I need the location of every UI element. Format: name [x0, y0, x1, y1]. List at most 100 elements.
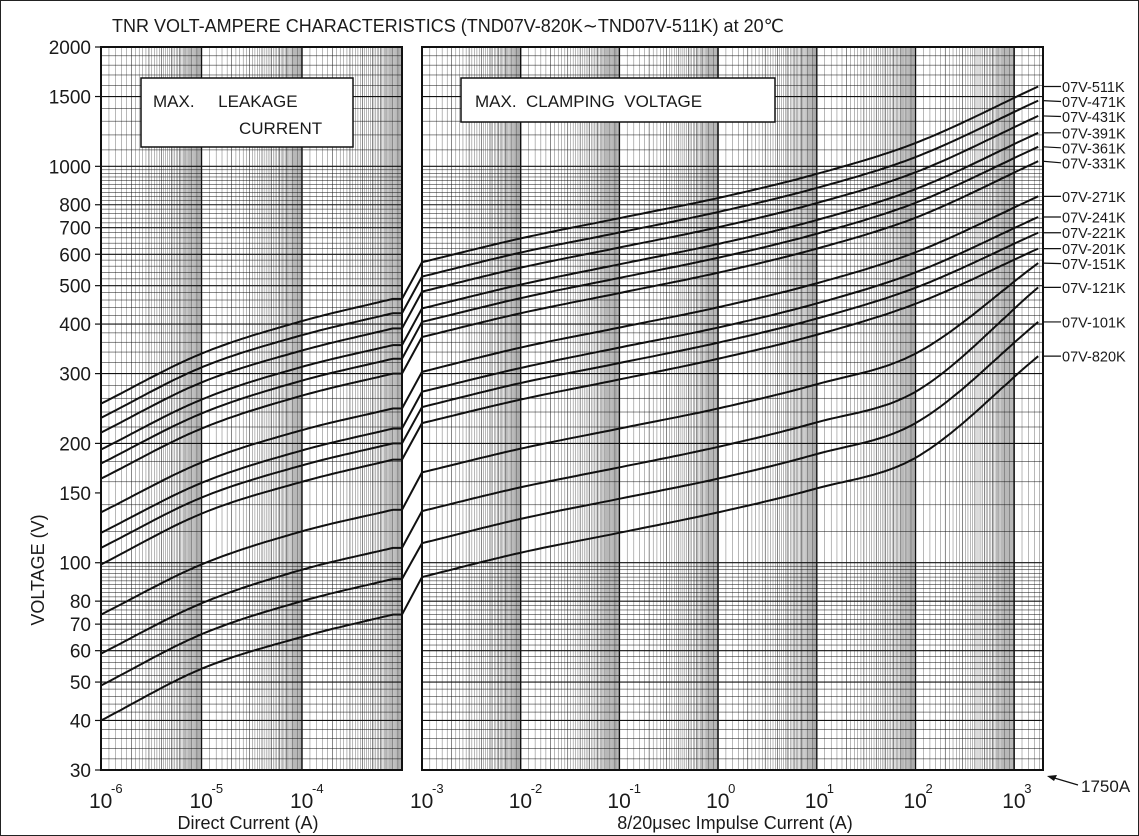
x-tick-exponent: -2: [531, 781, 543, 796]
series-label: 07V-121K: [1062, 281, 1126, 297]
series-label: 07V-241K: [1062, 211, 1126, 227]
impulse-curve: [421, 131, 1039, 310]
chart-title: TNR VOLT-AMPERE CHARACTERISTICS (TND07V-…: [112, 16, 784, 36]
x-tick-base: 10: [706, 790, 729, 813]
series-07V-151K: [100, 262, 1039, 616]
x-tick-exponent: 3: [1024, 781, 1031, 796]
y-tick-label: 500: [59, 277, 91, 298]
series-leader-line: [1042, 262, 1062, 265]
impulse-x-tick-label: 10-2: [509, 781, 543, 813]
x-tick-base: 10: [805, 790, 828, 813]
y-tick-label: 700: [59, 219, 91, 240]
x-tick-base: 10: [607, 790, 630, 813]
impulse-curve: [421, 85, 1039, 264]
dc-x-axis-title: Direct Current (A): [177, 813, 318, 833]
series-07V-471K: [100, 99, 1039, 419]
dc-curve: [100, 613, 394, 722]
series-07V-121K: [100, 286, 1039, 655]
leakage-annotation-box: [140, 77, 354, 148]
impulse-curve: [421, 321, 1039, 545]
impulse-curve: [421, 145, 1039, 323]
panel-bridge-line: [401, 336, 423, 375]
impulse-x-tick-label: 103: [1002, 781, 1031, 813]
dc-curve: [100, 357, 394, 465]
series-07V-271K: [100, 195, 1039, 514]
series-label: 07V-331K: [1062, 156, 1126, 172]
impulse-curve: [421, 262, 1039, 474]
series-07V-221K: [100, 231, 1039, 549]
dc-curve: [100, 372, 394, 480]
x-tick-base: 10: [410, 790, 433, 813]
max-current-marker: 1750A: [1047, 775, 1131, 796]
panel-bridge-line: [401, 321, 423, 360]
panel-bridge-line: [401, 510, 423, 549]
impulse-x-tick-label: 10-3: [410, 781, 444, 813]
impulse-panel-frame: [421, 46, 1044, 771]
dc-curve: [100, 578, 394, 687]
dc-x-tick-label: 10-5: [190, 781, 224, 813]
impulse-curve: [421, 286, 1039, 513]
series-leader-line: [1042, 160, 1062, 164]
grid: [100, 46, 1043, 771]
clamping-annotation-text: MAX. CLAMPING VOLTAGE: [475, 92, 702, 111]
leakage-annotation-line-2: CURRENT: [239, 119, 322, 138]
y-tick-label: 400: [59, 315, 91, 336]
clamping-annotation-box: [460, 77, 776, 123]
impulse-x-tick-label: 101: [805, 781, 834, 813]
dc-curve: [100, 407, 394, 514]
x-tick-exponent: -4: [312, 781, 324, 796]
impulse-curve: [421, 160, 1039, 338]
impulse-curve: [421, 247, 1039, 425]
impulse-curve: [421, 216, 1039, 393]
x-tick-exponent: -1: [629, 781, 641, 796]
panel-bridge-line: [401, 542, 423, 580]
x-tick-exponent: 2: [926, 781, 933, 796]
series-labels: 07V-511K07V-471K07V-431K07V-391K07V-361K…: [1042, 80, 1126, 366]
panel-bridge-line: [401, 291, 423, 329]
x-tick-base: 10: [290, 790, 313, 813]
impulse-curve: [421, 99, 1039, 278]
clamping-annotation: MAX. CLAMPING VOLTAGE: [460, 77, 776, 123]
panel-bridge-line: [401, 261, 423, 300]
y-tick-label: 300: [59, 365, 91, 386]
max-current-label: 1750A: [1081, 777, 1131, 796]
series-label: 07V-221K: [1062, 226, 1126, 242]
panel-bridge-line: [401, 406, 423, 444]
dc-x-tick-label: 10-6: [89, 781, 123, 813]
series-leader-line: [1042, 146, 1062, 149]
y-tick-label: 100: [59, 554, 91, 575]
series-07V-361K: [100, 145, 1039, 465]
series-label: 07V-511K: [1062, 80, 1125, 96]
y-tick-label: 80: [70, 592, 91, 613]
curves: [100, 85, 1039, 722]
y-tick-label: 50: [70, 673, 91, 694]
series-07V-201K: [100, 247, 1039, 566]
series-label: 07V-391K: [1062, 126, 1126, 142]
impulse-curve: [421, 355, 1039, 579]
dc-curve: [100, 546, 394, 655]
impulse-x-tick-label: 100: [706, 781, 735, 813]
dc-curve: [100, 312, 394, 419]
dc-x-tick-label: 10-4: [290, 781, 324, 813]
leakage-annotation-line-1: MAX. LEAKAGE: [153, 92, 298, 111]
dc-curve: [100, 458, 394, 566]
series-07V-101K: [100, 321, 1039, 687]
dc-curve: [100, 427, 394, 534]
panel-frames: [100, 46, 1044, 771]
y-tick-label: 600: [59, 245, 91, 266]
y-tick-label: 800: [59, 196, 91, 217]
panel-bridge-line: [401, 276, 423, 314]
impulse-curve: [421, 114, 1039, 293]
series-07V-511K: [100, 85, 1039, 405]
dc-curve: [100, 344, 394, 451]
series-label: 07V-151K: [1062, 257, 1126, 273]
max-current-arrow: [1050, 776, 1079, 786]
series-label: 07V-471K: [1062, 95, 1126, 111]
y-tick-label: 70: [70, 615, 91, 636]
impulse-curve: [421, 231, 1039, 409]
panel-bridge-line: [401, 576, 423, 616]
x-tick-exponent: -5: [212, 781, 224, 796]
panel-bridge-line: [401, 471, 423, 511]
y-tick-label: 40: [70, 711, 91, 732]
x-tick-exponent: 1: [827, 781, 834, 796]
